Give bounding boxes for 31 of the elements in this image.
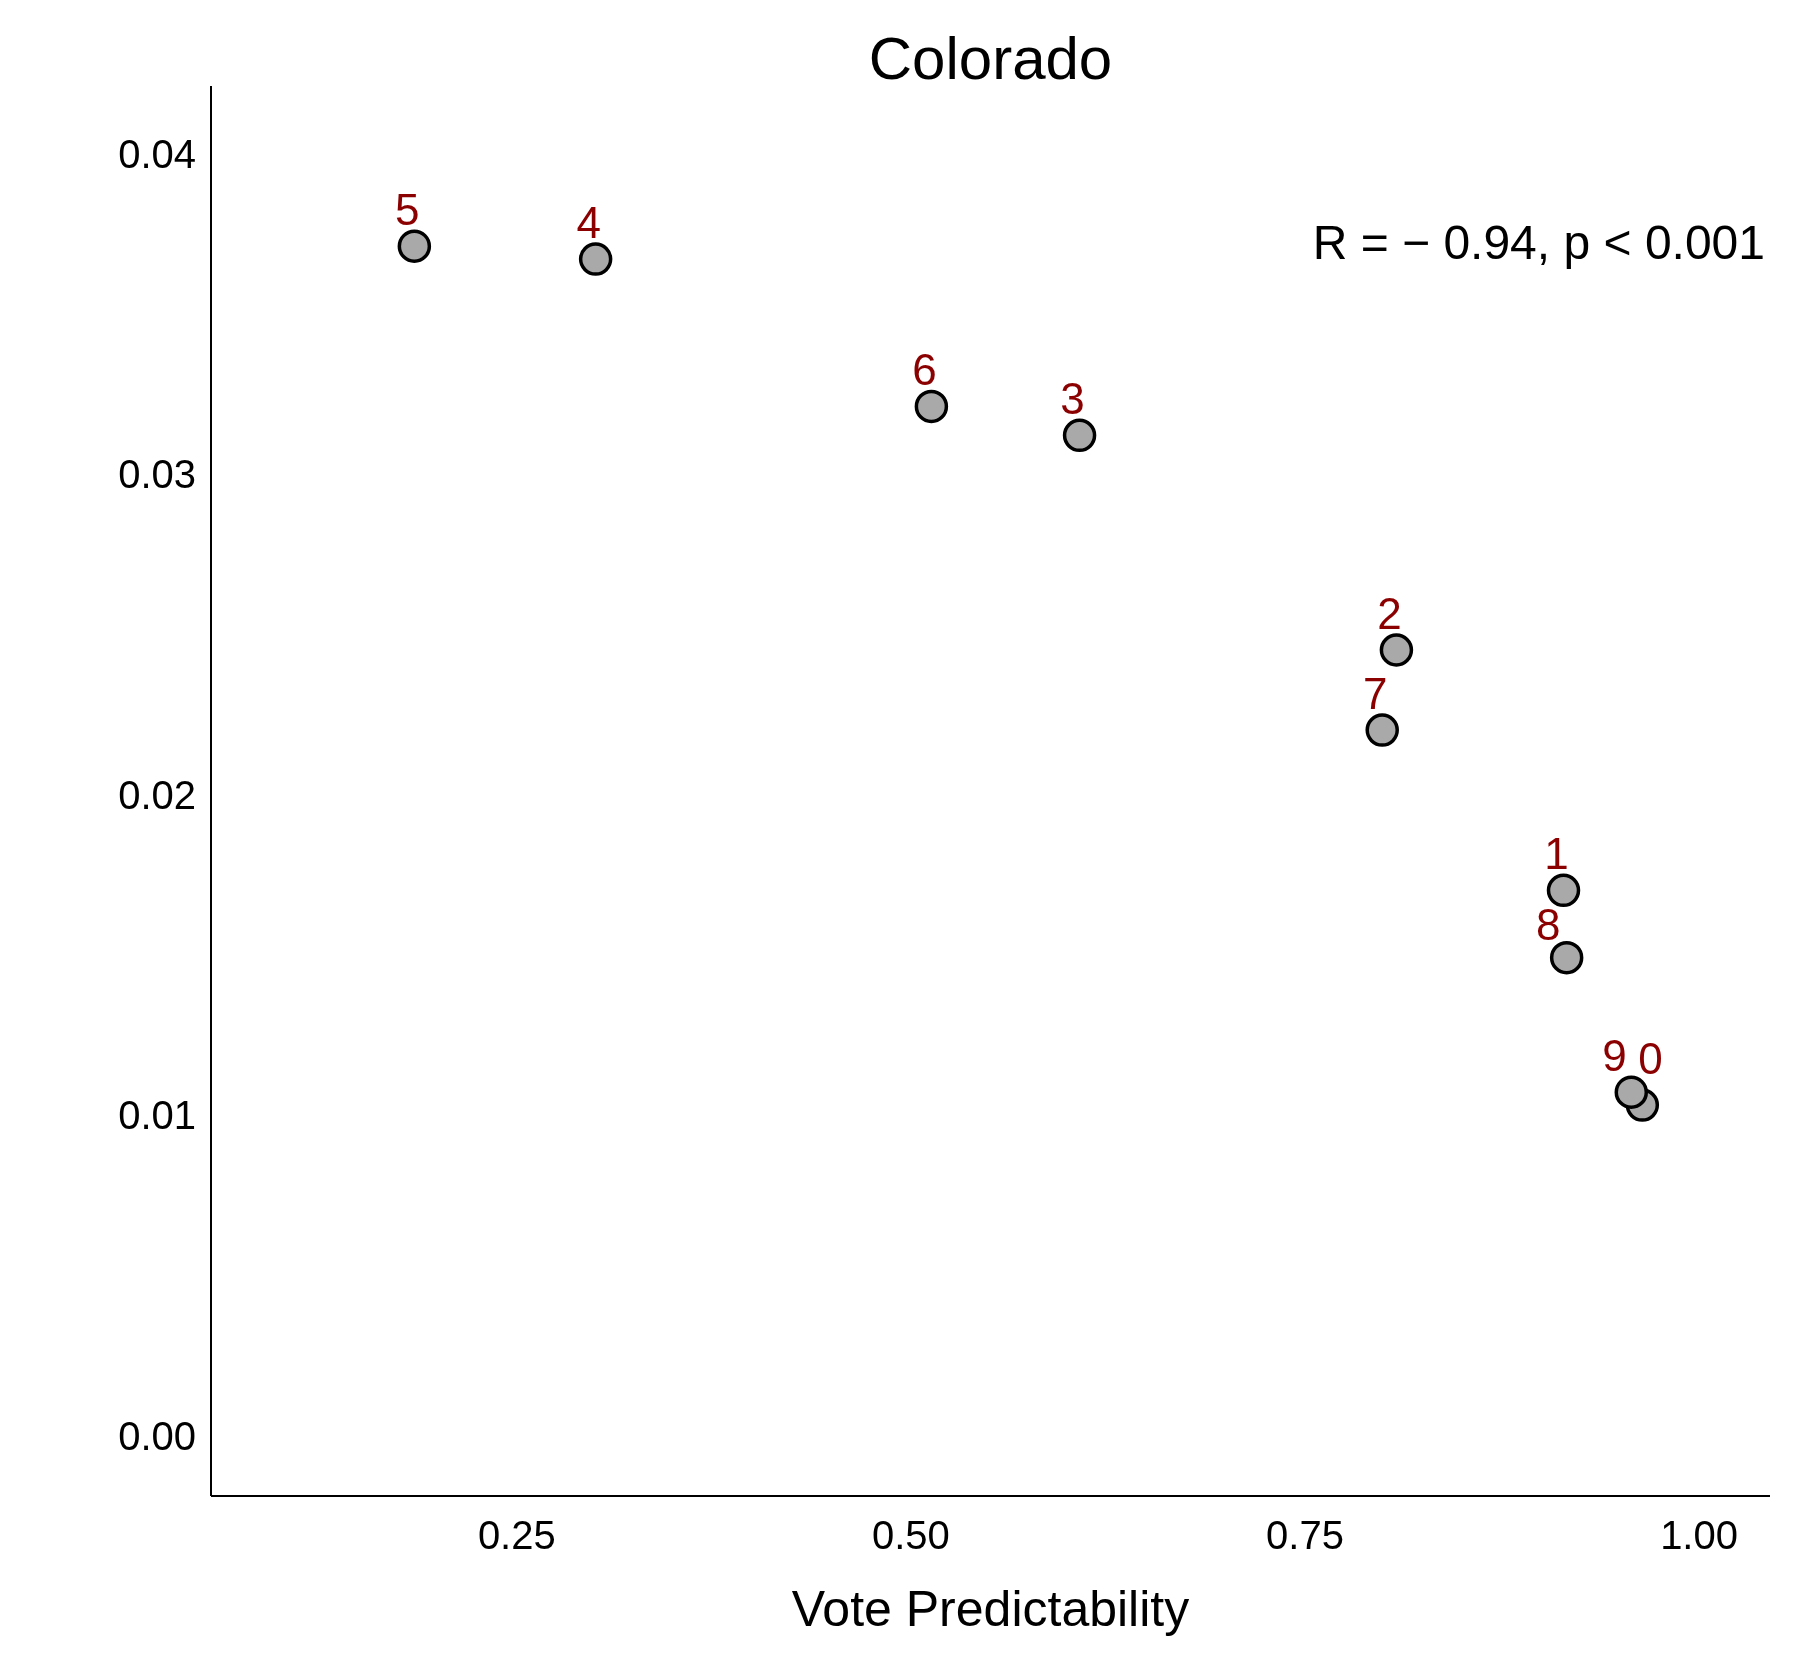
point bbox=[1365, 713, 1399, 747]
annotation: 7 bbox=[1362, 668, 1388, 718]
annotation: 9 bbox=[1602, 1031, 1627, 1081]
y-tick-label: 0.02 bbox=[118, 772, 196, 817]
point bbox=[1379, 633, 1414, 667]
x-tick-label: 0.25 bbox=[477, 1513, 556, 1558]
point bbox=[1549, 940, 1584, 975]
point bbox=[397, 229, 432, 263]
y-tick-label: 0.03 bbox=[118, 452, 196, 497]
y-tick-label: 0.04 bbox=[118, 131, 196, 176]
annotation: 3 bbox=[1060, 374, 1085, 424]
y-tick-label: 0.00 bbox=[118, 1413, 196, 1458]
x-axis-title: Vote Predictability bbox=[790, 1581, 1191, 1637]
point bbox=[914, 389, 949, 424]
point bbox=[578, 242, 613, 276]
annotation: 6 bbox=[912, 345, 937, 395]
x-tick-label: 1.00 bbox=[1660, 1513, 1738, 1558]
chart-title: Colorado bbox=[867, 25, 1114, 92]
x-tick-label: 0.50 bbox=[871, 1513, 950, 1558]
x-tick-label: 0.75 bbox=[1266, 1513, 1344, 1558]
point bbox=[1546, 873, 1581, 908]
annotation: 4 bbox=[576, 197, 601, 247]
annotation: 5 bbox=[395, 185, 420, 235]
annotation: 0 bbox=[1638, 1034, 1663, 1084]
annotation: R = − 0.94, p < 0.001 bbox=[1312, 216, 1765, 269]
y-tick-label: 0.01 bbox=[118, 1093, 196, 1138]
point bbox=[1062, 418, 1097, 453]
annotation: 8 bbox=[1535, 900, 1561, 949]
point bbox=[1614, 1075, 1649, 1109]
annotation: 1 bbox=[1544, 829, 1569, 879]
annotation: 2 bbox=[1377, 588, 1402, 638]
